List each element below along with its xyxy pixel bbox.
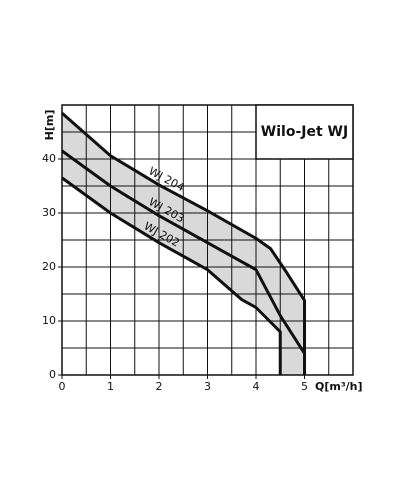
series-line xyxy=(61,111,306,375)
chart-title: Wilo-Jet WJ xyxy=(261,124,348,140)
x-tick-label: 3 xyxy=(204,380,211,393)
x-tick-label: 5 xyxy=(301,380,308,393)
x-tick-label: 1 xyxy=(107,380,114,393)
y-tick-label: 10 xyxy=(42,314,56,327)
y-tick-label: 40 xyxy=(42,152,56,165)
y-tick-label: 20 xyxy=(42,260,56,273)
y-tick-label: 30 xyxy=(42,206,56,219)
title-box xyxy=(255,104,354,160)
x-axis-label: Q[m³/h] xyxy=(315,380,363,393)
y-tick-label: 0 xyxy=(49,368,56,381)
x-tick-label: 4 xyxy=(253,380,260,393)
x-tick-label: 0 xyxy=(59,380,66,393)
series-line xyxy=(61,176,282,375)
y-axis-label: H[m] xyxy=(43,110,56,141)
series-line xyxy=(61,149,306,375)
x-tick-label: 2 xyxy=(156,380,163,393)
